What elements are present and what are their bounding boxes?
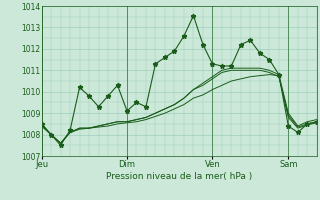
X-axis label: Pression niveau de la mer( hPa ): Pression niveau de la mer( hPa ) bbox=[106, 172, 252, 181]
